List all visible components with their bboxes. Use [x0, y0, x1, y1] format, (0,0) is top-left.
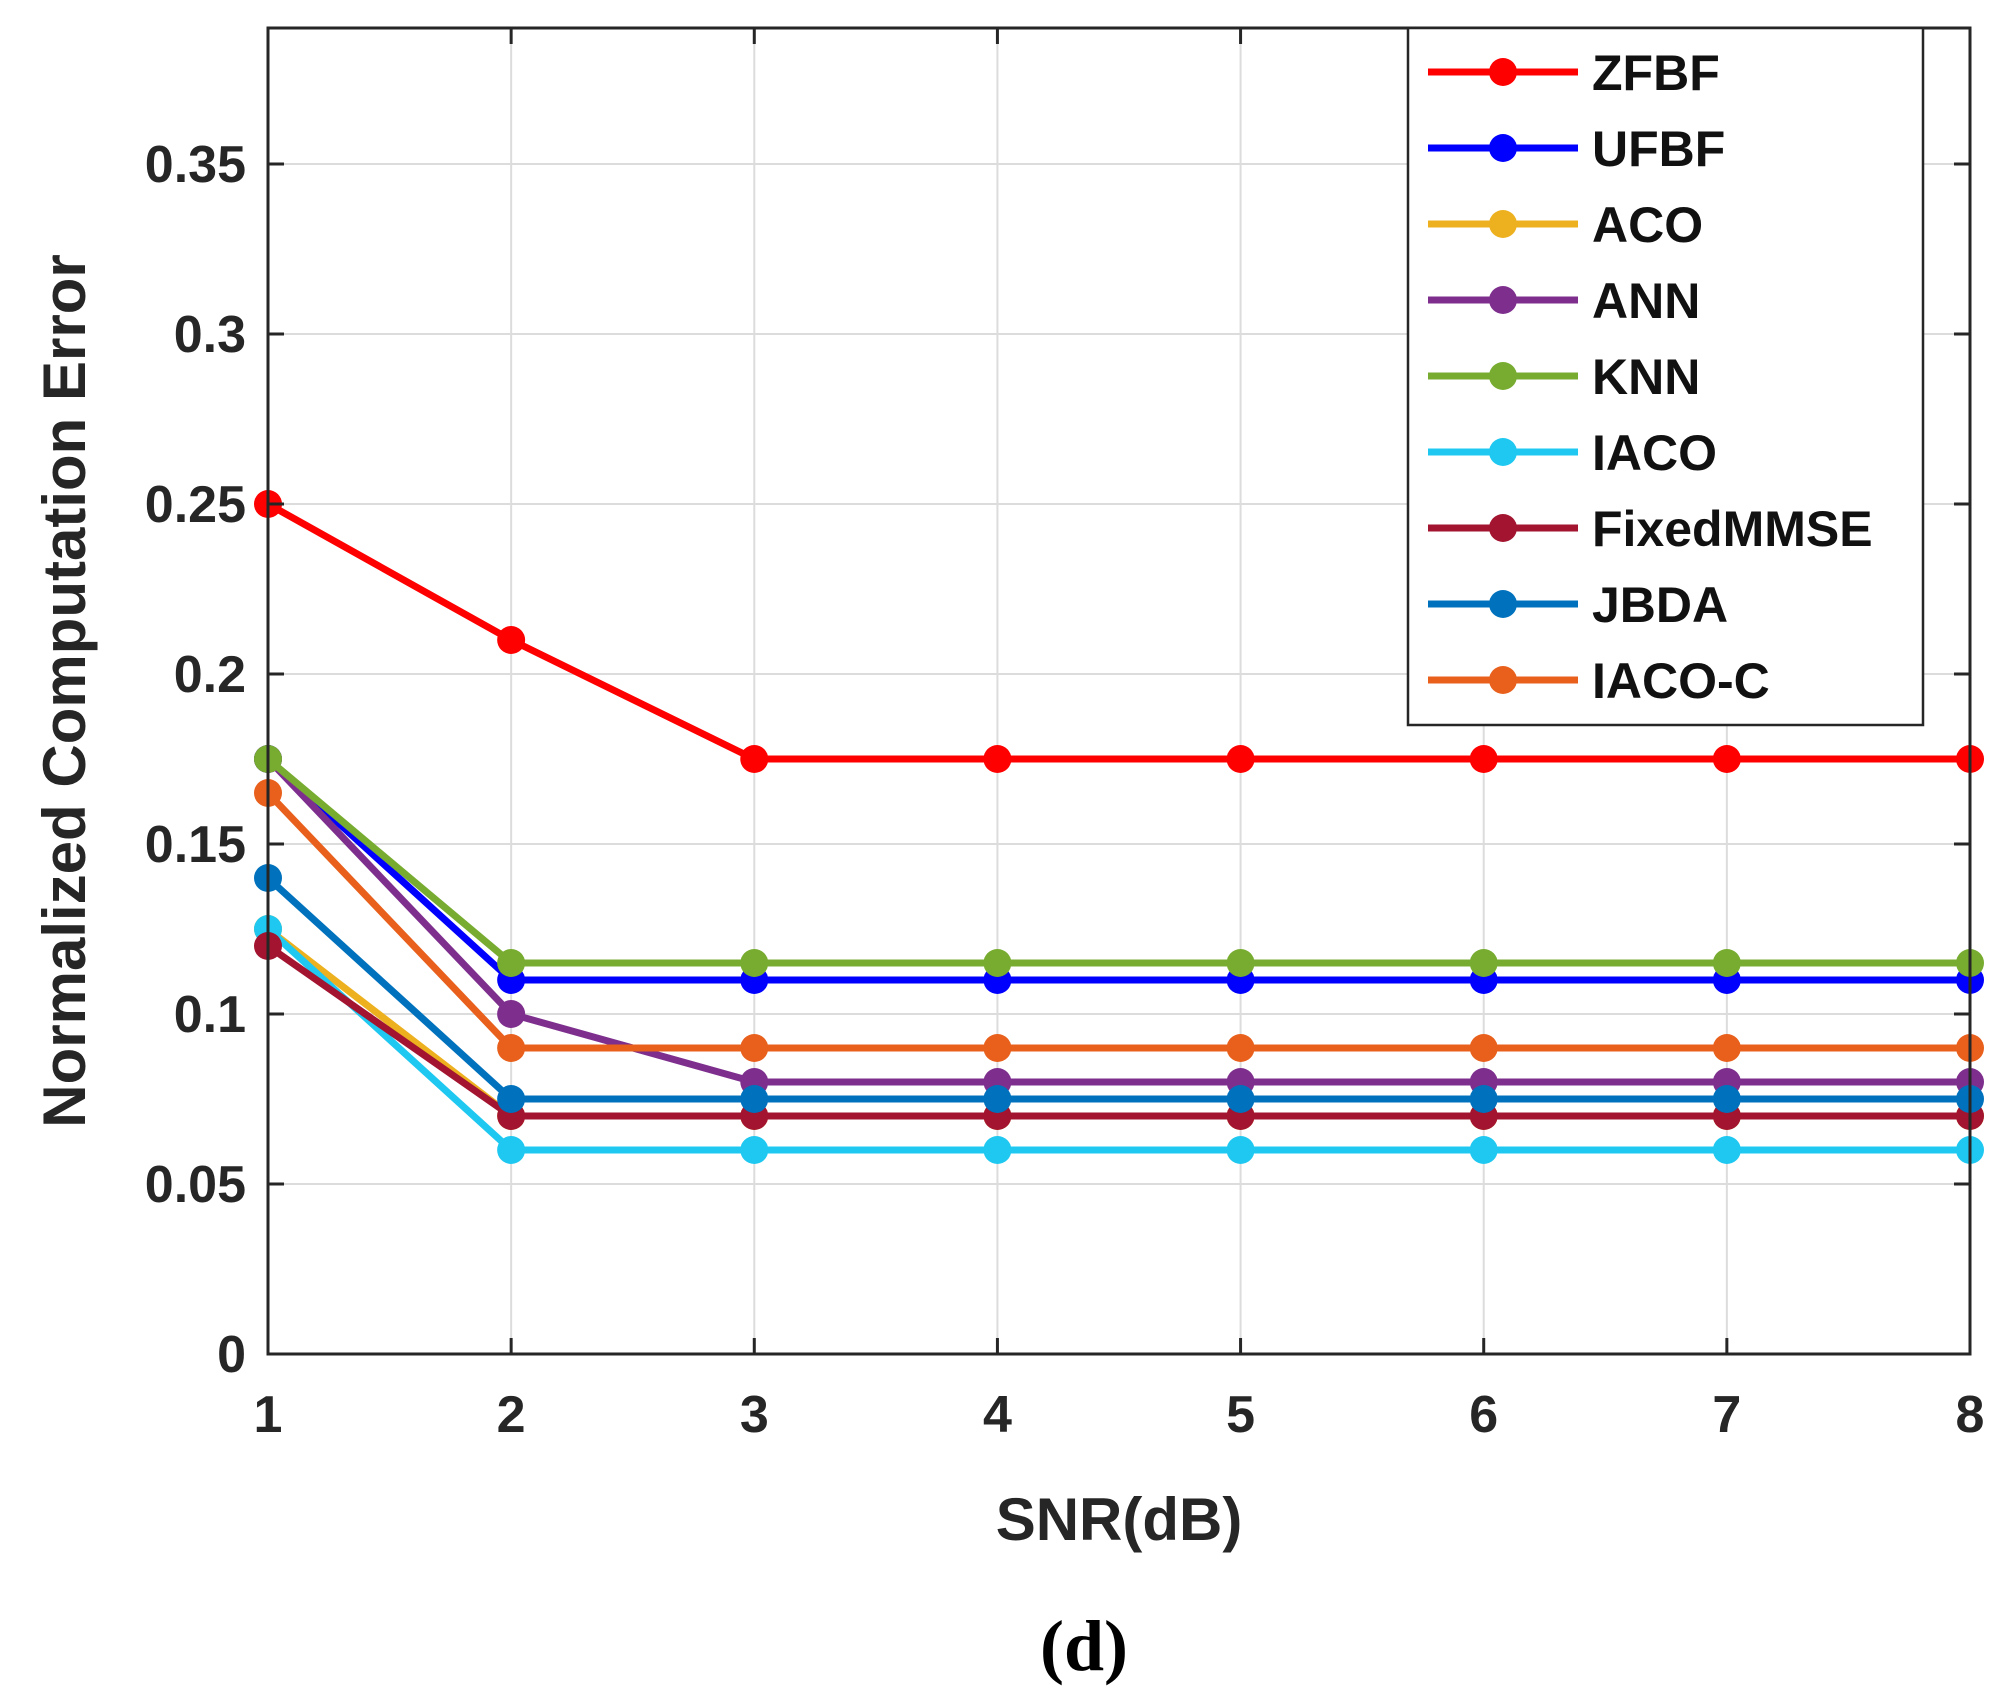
legend-item: IACO-C: [1428, 653, 1770, 709]
data-point: [1226, 949, 1255, 977]
data-point: [1469, 745, 1498, 773]
plot-area-frame: [266, 26, 1972, 1356]
series-knn: [254, 745, 1984, 977]
y-tick-label: 0.2: [174, 646, 246, 704]
legend-label: FixedMMSE: [1592, 501, 1873, 557]
data-point: [740, 1085, 769, 1113]
data-point: [1226, 745, 1255, 773]
data-point: [1469, 1034, 1498, 1062]
data-point: [740, 1034, 769, 1062]
data-point: [740, 745, 769, 773]
x-tick-label: 3: [740, 1386, 769, 1444]
legend-label: ACO: [1592, 197, 1703, 253]
legend-label: ANN: [1592, 273, 1700, 329]
x-axis-title: SNR(dB): [996, 1486, 1243, 1553]
data-point: [1712, 1136, 1741, 1164]
series-line: [265, 756, 1970, 1086]
y-tick-label: 0: [217, 1326, 246, 1384]
x-tick-label: 7: [1712, 1386, 1741, 1444]
data-point: [1469, 949, 1498, 977]
legend-item: JBDA: [1428, 577, 1728, 633]
legend-marker-swatch: [1489, 134, 1517, 162]
series-line: [266, 500, 1970, 763]
legend-marker-swatch: [1489, 590, 1517, 618]
panel-caption: (d): [1040, 1606, 1128, 1686]
x-tick-label: 2: [497, 1386, 526, 1444]
data-point: [983, 745, 1012, 773]
y-tick-label: 0.05: [145, 1156, 246, 1214]
data-point: [497, 1000, 526, 1028]
data-point: [1226, 1085, 1255, 1113]
data-point: [983, 1034, 1012, 1062]
series-line: [265, 926, 1970, 1154]
series-line: [265, 756, 1970, 967]
legend-label: ZFBF: [1592, 45, 1720, 101]
data-point: [983, 1085, 1012, 1113]
legend-marker-swatch: [1489, 286, 1517, 314]
legend-label: IACO: [1592, 425, 1717, 481]
data-point: [1469, 1136, 1498, 1164]
series-line: [265, 790, 1970, 1052]
y-tick-label: 0.25: [145, 476, 246, 534]
data-point: [740, 1136, 769, 1164]
data-point: [983, 1136, 1012, 1164]
legend-marker-swatch: [1489, 438, 1517, 466]
x-tick-label: 4: [983, 1386, 1012, 1444]
legend-label: KNN: [1592, 349, 1700, 405]
data-point: [497, 949, 526, 977]
legend-label: IACO-C: [1592, 653, 1770, 709]
data-point: [1226, 1136, 1255, 1164]
legend-item: IACO: [1428, 425, 1717, 481]
data-point: [497, 1136, 526, 1164]
legend: ZFBF UFBF ACO ANN KNN IACO FixedMMSE JBDA IACO-C: [1406, 26, 1925, 727]
legend-item: ACO: [1428, 197, 1703, 253]
y-tick-label: 0.3: [174, 306, 246, 364]
data-point: [740, 949, 769, 977]
data-point: [1712, 949, 1741, 977]
data-point: [1712, 1034, 1741, 1062]
legend-label: JBDA: [1592, 577, 1728, 633]
legend-marker-swatch: [1489, 514, 1517, 542]
y-tick-label: 0.15: [145, 816, 246, 874]
series-jbda: [254, 864, 1984, 1113]
data-point: [1226, 1034, 1255, 1062]
y-tick-label: 0.1: [174, 986, 246, 1044]
series-line: [265, 756, 1970, 984]
x-tick-label: 1: [254, 1386, 283, 1444]
legend-marker-swatch: [1489, 362, 1517, 390]
x-tick-label: 5: [1226, 1386, 1255, 1444]
legend-item: KNN: [1428, 349, 1700, 405]
legend-item: UFBF: [1428, 121, 1725, 177]
series-layer: [254, 490, 1984, 1164]
data-point: [1469, 1085, 1498, 1113]
legend-label: UFBF: [1592, 121, 1725, 177]
data-point: [497, 1085, 526, 1113]
x-tick-label: 6: [1469, 1386, 1498, 1444]
legend-marker-swatch: [1489, 666, 1517, 694]
series-iaco-c: [254, 779, 1984, 1062]
y-axis-title: Normalized Computation Error: [31, 254, 98, 1127]
data-point: [1712, 745, 1741, 773]
legend-item: ZFBF: [1428, 45, 1720, 101]
series-zfbf: [254, 490, 1984, 773]
x-tick-label: 8: [1956, 1386, 1985, 1444]
legend-marker-swatch: [1489, 210, 1517, 238]
data-point: [497, 1034, 526, 1062]
y-tick-label: 0.35: [145, 136, 246, 194]
axis-ticks: 1 2 3 4 5 6 7 8 0 0.05 0.1 0.15 0.2 0.25 0.3 0.35: [145, 28, 1985, 1444]
legend-item: ANN: [1428, 273, 1700, 329]
series-line: [265, 875, 1970, 1103]
data-point: [1712, 1085, 1741, 1113]
data-point: [497, 626, 526, 654]
series-line: [265, 943, 1970, 1120]
legend-marker-swatch: [1489, 58, 1517, 86]
data-point: [983, 949, 1012, 977]
legend-item: FixedMMSE: [1428, 501, 1873, 557]
